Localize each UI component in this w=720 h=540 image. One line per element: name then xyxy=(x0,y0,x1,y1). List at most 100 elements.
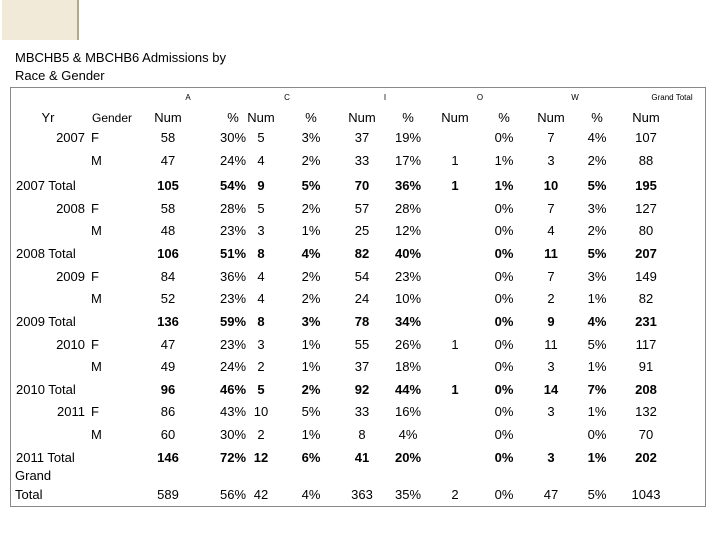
cell: 42 xyxy=(253,487,269,502)
cell: 1% xyxy=(494,178,514,193)
cell: 0% xyxy=(494,382,514,397)
cell: 30% xyxy=(219,427,247,442)
cell: 0% xyxy=(494,450,514,465)
cell: 195 xyxy=(635,178,657,193)
cell: 2% xyxy=(587,223,607,238)
cell: 57 xyxy=(354,201,370,216)
cell: 17% xyxy=(394,153,422,168)
cell: 231 xyxy=(635,314,657,329)
cell: 2% xyxy=(301,201,321,216)
cell: 3% xyxy=(587,201,607,216)
cell: 52 xyxy=(160,291,176,306)
cell: 36% xyxy=(394,178,422,193)
row-label: 2009 Total xyxy=(16,314,76,329)
group-header: A xyxy=(185,93,191,102)
cell: 136 xyxy=(157,314,179,329)
column-header: Num xyxy=(247,110,275,125)
cell: 7 xyxy=(547,269,555,284)
cell: 1% xyxy=(301,359,321,374)
gender: M xyxy=(91,427,102,442)
cell: 4% xyxy=(398,427,418,442)
column-header: Num xyxy=(154,110,182,125)
cell: 202 xyxy=(635,450,657,465)
cell: 47 xyxy=(160,337,176,352)
cell: 23% xyxy=(219,223,247,238)
year: 2008 xyxy=(56,201,85,216)
cell: 1 xyxy=(451,337,459,352)
cell: 0% xyxy=(494,359,514,374)
cell: 2 xyxy=(451,487,459,502)
cell: 60 xyxy=(160,427,176,442)
cell: 0% xyxy=(494,337,514,352)
group-header: Grand Total xyxy=(651,93,693,102)
cell: 3% xyxy=(587,269,607,284)
column-header: Num xyxy=(632,110,660,125)
cell: 70 xyxy=(354,178,370,193)
cell: 16% xyxy=(394,404,422,419)
cell: 20% xyxy=(394,450,422,465)
cell: 26% xyxy=(394,337,422,352)
cell: 5 xyxy=(257,201,265,216)
cell: 8 xyxy=(358,427,366,442)
cell: 37 xyxy=(354,130,370,145)
cell: 82 xyxy=(354,246,370,261)
gender: F xyxy=(91,337,99,352)
cell: 2% xyxy=(301,382,321,397)
cell: 18% xyxy=(394,359,422,374)
cell: 3% xyxy=(301,314,321,329)
cell: 8 xyxy=(257,314,265,329)
cell: 10 xyxy=(253,404,269,419)
cell: 11 xyxy=(544,246,558,261)
cell: 0% xyxy=(494,427,514,442)
cell: 0% xyxy=(494,201,514,216)
cell: 41 xyxy=(354,450,370,465)
cell: 23% xyxy=(219,337,247,352)
cell: 88 xyxy=(638,153,654,168)
cell: 3 xyxy=(547,450,555,465)
cell: 5 xyxy=(257,130,265,145)
column-header: % xyxy=(305,110,317,125)
cell: 54 xyxy=(354,269,370,284)
cell: 23% xyxy=(219,291,247,306)
group-header: W xyxy=(571,93,579,102)
cell: 28% xyxy=(219,201,247,216)
gender: M xyxy=(91,291,102,306)
cell: 56% xyxy=(219,487,247,502)
cell: 46% xyxy=(219,382,247,397)
cell: 14 xyxy=(543,382,559,397)
gender: F xyxy=(91,269,99,284)
cell: 4% xyxy=(587,314,607,329)
cell: 106 xyxy=(157,246,179,261)
cell: 2% xyxy=(301,153,321,168)
cell: 7 xyxy=(547,130,555,145)
year: 2010 xyxy=(56,337,85,352)
cell: 5% xyxy=(587,246,607,261)
cell: 1% xyxy=(301,337,321,352)
cell: 3 xyxy=(547,404,555,419)
cell: 28% xyxy=(394,201,422,216)
cell: 207 xyxy=(635,246,657,261)
cell: 24% xyxy=(219,359,247,374)
row-label: 2010 Total xyxy=(16,382,76,397)
cell: 72% xyxy=(219,450,247,465)
cell: 4% xyxy=(301,487,321,502)
year: 2007 xyxy=(56,130,85,145)
cell: 1% xyxy=(587,404,607,419)
column-header: Num xyxy=(348,110,376,125)
cell: 37 xyxy=(354,359,370,374)
row-label: 2007 Total xyxy=(16,178,76,193)
cell: 0% xyxy=(494,130,514,145)
title-line: MBCHB5 & MBCHB6 Admissions by xyxy=(15,50,226,65)
group-header: O xyxy=(476,93,484,102)
cell: 7% xyxy=(587,382,607,397)
cell: 0% xyxy=(494,269,514,284)
cell: 12 xyxy=(253,450,269,465)
cell: 1 xyxy=(451,382,459,397)
side-band xyxy=(2,0,79,40)
cell: 1% xyxy=(587,359,607,374)
cell: 30% xyxy=(219,130,247,145)
cell: 55 xyxy=(354,337,370,352)
cell: 4 xyxy=(257,269,265,284)
cell: 2 xyxy=(257,427,265,442)
